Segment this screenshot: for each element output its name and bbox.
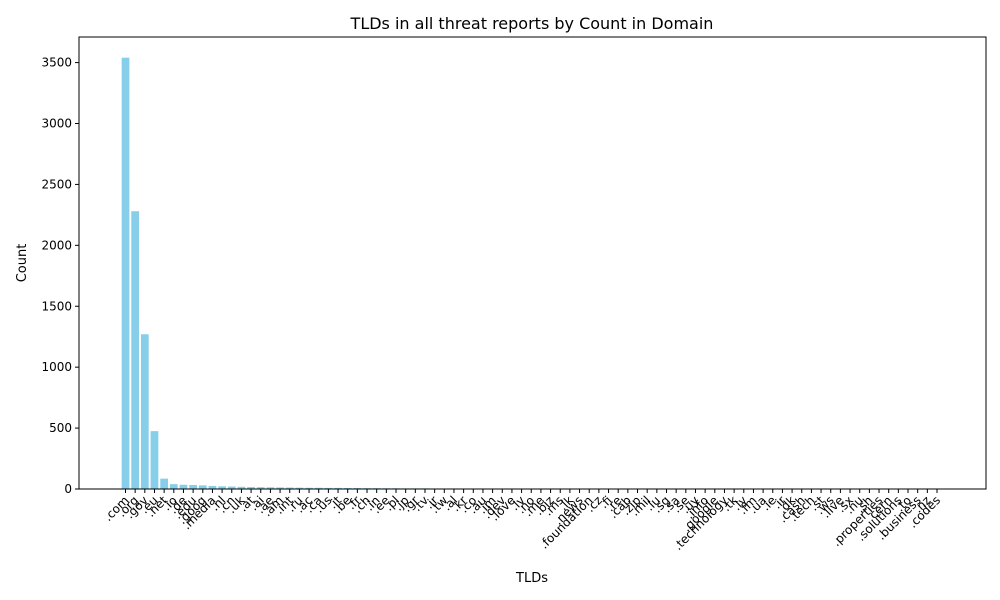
bar: [324, 487, 333, 489]
bar: [305, 487, 313, 489]
bar: [314, 487, 323, 489]
bar: [276, 487, 284, 489]
bar: [218, 486, 226, 489]
x-axis-label: TLDs: [515, 571, 548, 586]
bar: [189, 484, 197, 489]
plot-frame: [78, 36, 987, 490]
bar: [198, 485, 207, 489]
y-tick-label: 3000: [41, 117, 72, 131]
bar: [334, 487, 342, 489]
bar: [150, 431, 159, 489]
bar: [160, 478, 169, 489]
bar: [121, 57, 130, 490]
bar: [131, 211, 140, 489]
y-tick-label: 500: [49, 421, 72, 435]
y-axis-label: Count: [15, 244, 30, 283]
y-tick-label: 2500: [41, 177, 72, 191]
chart-title: TLDs in all threat reports by Count in D…: [350, 14, 714, 33]
bar: [179, 484, 188, 489]
bar: [227, 486, 236, 489]
bar: [295, 487, 304, 489]
bar: [256, 487, 265, 489]
y-tick-label: 1500: [41, 299, 72, 313]
plot-area: 0500100015002000250030003500.com.org.gov…: [41, 36, 987, 553]
bar: [266, 487, 275, 489]
bar: [140, 334, 149, 489]
bar: [285, 487, 294, 489]
y-tick-label: 0: [64, 482, 72, 496]
bar: [208, 485, 217, 489]
bar: [237, 486, 246, 489]
y-tick-label: 1000: [41, 360, 72, 374]
y-tick-label: 3500: [41, 56, 72, 70]
bar: [169, 484, 178, 489]
y-tick-label: 2000: [41, 238, 72, 252]
bar: [247, 487, 255, 489]
